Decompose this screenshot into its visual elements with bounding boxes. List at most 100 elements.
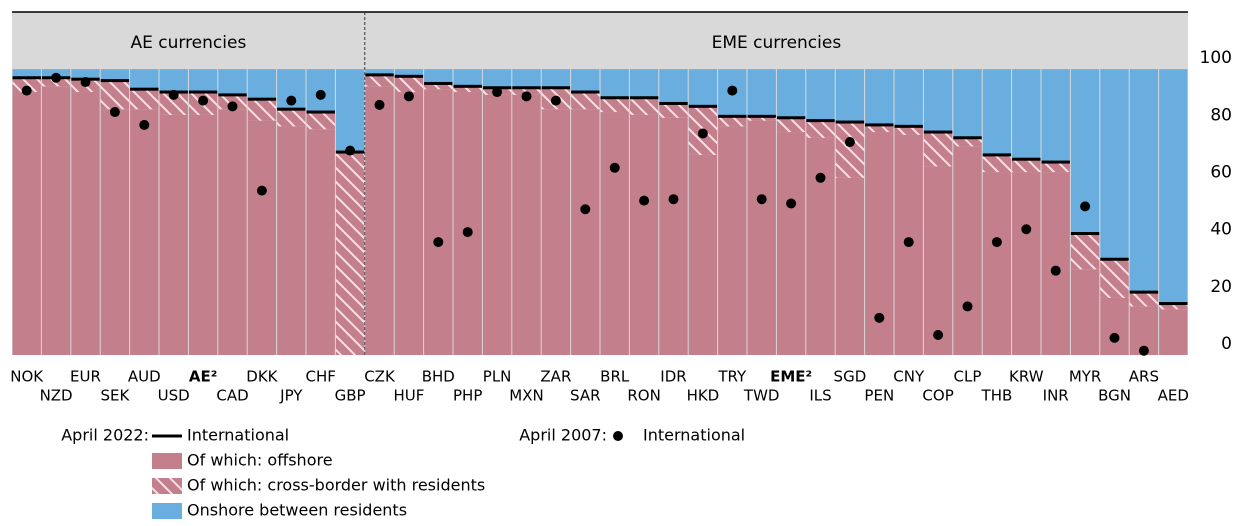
x-tick-label: ARS — [1129, 368, 1159, 386]
bar-segment — [130, 69, 159, 90]
bar-segment — [453, 69, 482, 87]
international-2007 — [315, 89, 326, 100]
legend-swatch — [152, 503, 182, 519]
bar-segment — [424, 83, 453, 90]
x-tick-label: CAD — [216, 387, 248, 405]
bar-segment — [453, 86, 482, 93]
y-tick-label: 40 — [1210, 220, 1232, 240]
x-tick-label: NZD — [40, 387, 73, 405]
bar-segment — [953, 146, 982, 355]
international-2007 — [786, 198, 797, 209]
bar-segment — [865, 124, 894, 133]
bar-segment — [982, 69, 1012, 155]
international-2022 — [718, 114, 747, 118]
international-2022 — [130, 87, 159, 91]
bar-segment — [12, 77, 41, 93]
x-tick-label: HUF — [393, 387, 424, 405]
x-tick-label: TRY — [717, 368, 747, 386]
bar-segment — [835, 177, 865, 355]
international-2022 — [571, 90, 600, 94]
bar-segment — [335, 152, 365, 355]
international-2007 — [21, 85, 32, 96]
x-tick-label: KRW — [1009, 368, 1044, 386]
legend-prefix: April 2022: — [61, 426, 149, 445]
international-2007 — [109, 107, 120, 118]
international-2022 — [953, 136, 982, 140]
international-2007 — [403, 91, 414, 102]
bar-segment — [41, 86, 71, 356]
x-tick-label: THB — [981, 387, 1013, 405]
y-tick-label: 0 — [1221, 334, 1232, 354]
bar-segment — [982, 172, 1012, 355]
bar-segment — [188, 114, 218, 356]
international-2007 — [256, 185, 267, 196]
bar-segment — [247, 99, 277, 121]
international-2007 — [198, 95, 209, 106]
bar-segment — [482, 94, 512, 356]
x-tick-label: TWD — [743, 387, 780, 405]
bar-segment — [571, 109, 600, 355]
bar-segment — [100, 69, 130, 81]
bar-segment — [865, 69, 894, 125]
legend-swatch — [152, 453, 182, 469]
x-tick-label: COP — [922, 387, 953, 405]
x-tick-label: PHP — [453, 387, 482, 405]
bar-segment — [953, 137, 982, 147]
bar-segment — [1129, 69, 1159, 293]
x-tick-label: IDR — [660, 368, 686, 386]
bar-segment — [776, 117, 806, 133]
bar-segment — [659, 69, 688, 104]
bar-segment — [1070, 233, 1100, 270]
x-tick-label: ILS — [809, 387, 831, 405]
international-2022 — [982, 153, 1012, 157]
group-label: AE currencies — [130, 33, 246, 53]
bar-segment — [1129, 292, 1159, 307]
bar-segment — [424, 89, 453, 356]
bar-segment — [424, 69, 453, 84]
legend-label: International — [187, 426, 289, 445]
international-2007 — [962, 301, 973, 312]
bar-segment — [365, 69, 394, 75]
bar-segment — [100, 109, 130, 355]
international-2022 — [218, 93, 247, 97]
bar-segment — [1159, 309, 1188, 355]
bar-segment — [629, 69, 659, 98]
international-2022 — [512, 86, 541, 90]
bar-segment — [71, 69, 100, 80]
bar-segment — [806, 69, 835, 121]
x-tick-label: BRL — [600, 368, 630, 386]
international-2022 — [659, 101, 688, 105]
x-tick-label: USD — [158, 387, 190, 405]
bar-segment — [1012, 69, 1041, 160]
bar-segment — [806, 120, 835, 138]
bar-segment — [600, 112, 629, 356]
bar-segment — [688, 69, 718, 107]
bar-segment — [776, 69, 806, 118]
international-2022 — [688, 104, 718, 108]
x-tick-label: MYR — [1069, 368, 1102, 386]
y-tick-label: 20 — [1210, 277, 1232, 297]
international-2022 — [776, 116, 806, 120]
bar-segment — [159, 114, 188, 356]
bar-segment — [923, 69, 953, 133]
international-2007 — [609, 162, 620, 173]
bar-segment — [218, 69, 247, 95]
x-tick-label: CNY — [893, 368, 925, 386]
bar-segment — [571, 92, 600, 110]
bar-segment — [923, 166, 953, 355]
international-2022 — [277, 107, 306, 111]
x-tick-label: HKD — [687, 387, 720, 405]
international-2022 — [12, 76, 41, 80]
international-2022 — [747, 114, 776, 118]
international-2007 — [51, 72, 62, 83]
y-tick-label: 80 — [1210, 105, 1232, 125]
bar-segment — [982, 154, 1012, 173]
international-2007 — [639, 195, 650, 206]
bar-segment — [247, 69, 277, 100]
international-2022 — [541, 86, 571, 90]
bar-segment — [365, 74, 394, 87]
international-2022 — [629, 96, 659, 100]
international-2022 — [865, 123, 894, 127]
bar-segment — [306, 129, 335, 355]
